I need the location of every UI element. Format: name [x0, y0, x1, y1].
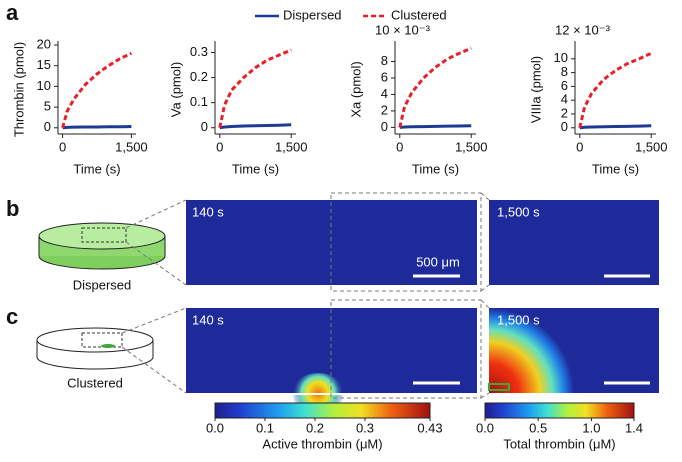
y-axis-label: Thrombin (pmol) — [11, 42, 26, 137]
legend-label: Clustered — [391, 7, 447, 22]
y-tick-label: 0 — [201, 119, 208, 134]
y-tick-label: 6 — [561, 78, 568, 93]
series-line: Dispersed — [399, 124, 472, 129]
series-line: Dispersed — [579, 124, 652, 130]
panel-letter: a — [6, 0, 19, 25]
y-tick-label: 0 — [381, 119, 388, 134]
scale-label: 500 μm — [416, 254, 460, 269]
panel-letter: c — [6, 304, 18, 329]
heatmap — [186, 200, 477, 285]
x-axis-label: Time (s) — [592, 161, 639, 176]
x-tick-label: 0.0 — [476, 420, 494, 435]
x-tick-label: 0.1 — [256, 420, 274, 435]
x-tick-label: 0.5 — [529, 420, 547, 435]
x-tick-label: 1,500 — [115, 139, 148, 154]
y-tick-label: 4 — [561, 92, 568, 107]
y-tick-label: 0 — [44, 119, 51, 134]
x-axis-label: Time (s) — [412, 161, 459, 176]
y-axis-label: Xa (pmol) — [348, 61, 363, 117]
colorbar — [484, 402, 635, 419]
y-tick-label: 4 — [381, 86, 388, 101]
y-tick-label: 20 — [37, 36, 51, 51]
y-tick-label: 15 — [37, 57, 51, 72]
x-tick-label: 0.2 — [306, 420, 324, 435]
offset-label: 12 × 10⁻³ — [555, 22, 611, 37]
y-axis-label: VIIIa (pmol) — [528, 56, 543, 123]
heat-spot — [489, 308, 574, 393]
series-line: Dispersed — [62, 125, 132, 130]
x-tick-label: 0.43 — [417, 420, 442, 435]
y-tick-label: 8 — [381, 53, 388, 68]
y-tick-label: 10 — [554, 50, 568, 65]
y-tick-label: 0 — [561, 119, 568, 134]
y-tick-label: 0.1 — [190, 94, 208, 109]
x-tick-label: 1,500 — [275, 139, 308, 154]
y-tick-label: 10 — [37, 78, 51, 93]
x-tick-label: 1,500 — [455, 139, 488, 154]
zoom-lines — [125, 192, 490, 292]
x-tick-label: 1.4 — [625, 420, 643, 435]
y-tick-label: 2 — [561, 105, 568, 120]
x-tick-label: 0 — [396, 139, 403, 154]
y-tick-label: 2 — [381, 102, 388, 117]
colorbar — [214, 402, 431, 419]
y-tick-label: 0.3 — [190, 44, 208, 59]
series-line: Clustered — [398, 46, 472, 128]
y-tick-label: 6 — [381, 69, 388, 84]
x-tick-label: 0.0 — [206, 420, 224, 435]
x-tick-label: 0.3 — [356, 420, 374, 435]
x-tick-label: 0 — [59, 139, 66, 154]
series-line: Clustered — [578, 51, 652, 129]
y-tick-label: 0.2 — [190, 69, 208, 84]
condition-label: Dispersed — [73, 277, 132, 292]
time-label: 140 s — [192, 204, 224, 219]
offset-label: 10 × 10⁻³ — [375, 22, 431, 37]
time-label: 1,500 s — [497, 204, 540, 219]
x-axis-label: Time (s) — [73, 161, 120, 176]
series-line: Dispersed — [219, 123, 292, 130]
legend-label: Dispersed — [283, 7, 342, 22]
x-tick-label: 0 — [576, 139, 583, 154]
x-tick-label: 1,500 — [635, 139, 668, 154]
x-tick-label: 1.0 — [582, 420, 600, 435]
y-tick-label: 5 — [44, 99, 51, 114]
time-label: 140 s — [192, 312, 224, 327]
x-axis-label: Time (s) — [232, 161, 279, 176]
time-label: 1,500 s — [497, 312, 540, 327]
y-tick-label: 8 — [561, 64, 568, 79]
zoom-lines — [121, 299, 490, 399]
series-line: Clustered — [61, 51, 133, 129]
clustered-cylinder — [36, 327, 154, 370]
y-axis-label: Va (pmol) — [168, 62, 183, 117]
colorbar-label: Active thrombin (μM) — [262, 436, 382, 451]
condition-label: Clustered — [67, 375, 123, 390]
colorbar-label: Total thrombin (μM) — [503, 436, 615, 451]
panel-letter: b — [6, 196, 19, 221]
series-line: Clustered — [218, 48, 292, 129]
heatmap — [489, 200, 659, 285]
x-tick-label: 0 — [216, 139, 223, 154]
dispersed-cylinder — [38, 222, 166, 270]
